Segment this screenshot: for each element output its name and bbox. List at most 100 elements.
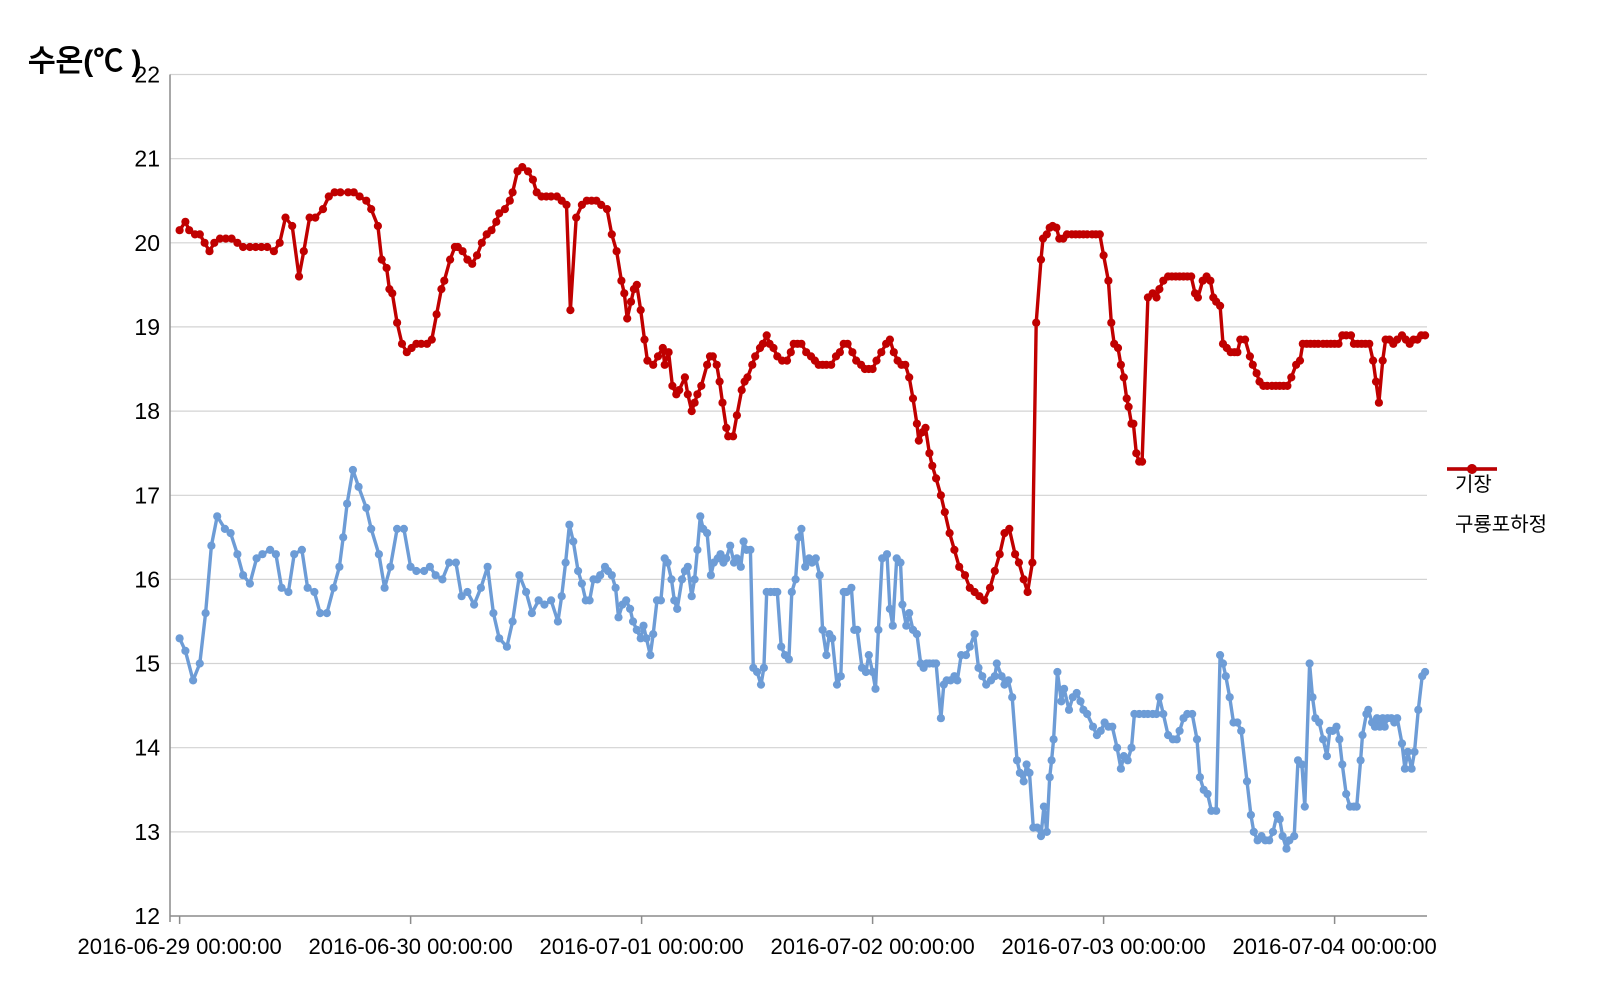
data-point-guryongpo-hajeong xyxy=(602,205,612,214)
data-point-gijang xyxy=(1282,844,1291,853)
data-point-gijang xyxy=(1268,827,1278,837)
data-point-gijang xyxy=(438,575,447,584)
data-point-gijang xyxy=(965,642,974,651)
data-point-guryongpo-hajeong xyxy=(708,352,717,361)
data-point-gijang xyxy=(1022,760,1031,769)
data-point-guryongpo-hajeong xyxy=(748,360,757,369)
data-point-gijang xyxy=(1352,802,1361,811)
data-point-guryongpo-hajeong xyxy=(680,373,690,382)
data-point-gijang xyxy=(667,575,676,584)
data-point-gijang xyxy=(1172,735,1181,744)
data-point-gijang xyxy=(399,524,408,534)
data-point-guryongpo-hajeong xyxy=(1113,343,1123,353)
data-point-gijang xyxy=(677,575,687,584)
data-point-gijang xyxy=(791,575,800,584)
data-point-guryongpo-hajeong xyxy=(921,423,930,432)
data-point-gijang xyxy=(258,550,267,559)
data-point-gijang xyxy=(1127,743,1136,752)
data-point-gijang xyxy=(181,646,190,656)
data-point-gijang xyxy=(596,571,605,580)
data-point-guryongpo-hajeong xyxy=(477,238,486,247)
data-point-gijang xyxy=(213,512,222,521)
data-point-guryongpo-hajeong xyxy=(269,247,278,256)
data-point-guryongpo-hajeong xyxy=(960,571,970,580)
data-point-gijang xyxy=(290,550,299,559)
y-tick-label: 13 xyxy=(134,819,160,845)
data-point-gijang xyxy=(1008,693,1017,702)
data-point-guryongpo-hajeong xyxy=(495,209,504,218)
data-point-guryongpo-hajeong xyxy=(344,188,353,197)
data-point-gijang xyxy=(425,562,434,571)
data-point-guryongpo-hajeong xyxy=(281,213,290,222)
data-point-gijang xyxy=(565,520,574,529)
data-point-gijang xyxy=(896,558,905,567)
data-point-guryongpo-hajeong xyxy=(1216,301,1225,310)
data-point-guryongpo-hajeong xyxy=(195,230,204,239)
x-tick-label: 2016-07-01 00:00:00 xyxy=(539,934,743,959)
data-point-gijang xyxy=(1338,760,1347,769)
data-point-gijang xyxy=(1033,823,1042,832)
data-point-gijang xyxy=(642,634,651,643)
data-point-guryongpo-hajeong xyxy=(1248,360,1257,369)
data-point-guryongpo-hajeong xyxy=(925,449,934,458)
legend-label: 기장 xyxy=(1455,473,1492,496)
data-point-gijang xyxy=(367,524,376,534)
data-point-gijang xyxy=(693,545,702,555)
data-point-gijang xyxy=(861,667,871,677)
data-point-guryongpo-hajeong xyxy=(617,276,626,285)
data-point-gijang xyxy=(1414,705,1423,714)
data-point-gijang xyxy=(739,537,748,546)
data-point-gijang xyxy=(905,609,914,618)
data-point-guryongpo-hajeong xyxy=(905,373,914,382)
data-point-gijang xyxy=(1216,651,1225,660)
data-point-guryongpo-hajeong xyxy=(382,263,391,273)
data-point-guryongpo-hajeong xyxy=(492,217,501,226)
data-point-guryongpo-hajeong xyxy=(373,221,382,231)
data-point-gijang xyxy=(611,583,620,592)
data-point-gijang xyxy=(1155,693,1164,702)
data-point-gijang xyxy=(1242,777,1252,786)
x-tick-label: 2016-07-02 00:00:00 xyxy=(770,934,974,959)
data-point-gijang xyxy=(828,634,837,643)
data-point-gijang xyxy=(470,600,479,609)
data-point-guryongpo-hajeong xyxy=(1122,394,1131,403)
x-tick-label: 2016-06-29 00:00:00 xyxy=(77,934,281,959)
data-point-guryongpo-hajeong xyxy=(547,192,556,201)
data-point-guryongpo-hajeong xyxy=(889,348,898,357)
data-point-guryongpo-hajeong xyxy=(758,339,768,348)
data-point-guryongpo-hajeong xyxy=(1378,356,1387,365)
data-point-guryongpo-hajeong xyxy=(200,238,209,247)
data-point-guryongpo-hajeong xyxy=(693,390,702,399)
data-point-gijang xyxy=(1015,768,1024,778)
data-point-guryongpo-hajeong xyxy=(928,461,937,470)
data-point-guryongpo-hajeong xyxy=(181,217,190,226)
data-point-guryongpo-hajeong xyxy=(1104,276,1113,285)
data-point-gijang xyxy=(386,562,395,571)
data-point-guryongpo-hajeong xyxy=(185,226,194,235)
data-point-guryongpo-hajeong xyxy=(729,432,738,441)
data-point-guryongpo-hajeong xyxy=(718,398,727,407)
data-point-guryongpo-hajeong xyxy=(458,247,467,256)
data-point-guryongpo-hajeong xyxy=(377,255,386,264)
data-point-guryongpo-hajeong xyxy=(518,163,527,172)
x-tick-label: 2016-07-03 00:00:00 xyxy=(1001,934,1205,959)
data-point-gijang xyxy=(1053,667,1062,677)
data-point-gijang xyxy=(540,600,549,609)
data-point-gijang xyxy=(239,571,248,580)
legend-item-guryongpo-hajeong[interactable]: 구룡포하정 xyxy=(1447,464,1547,542)
data-point-guryongpo-hajeong xyxy=(769,343,778,353)
data-point-gijang xyxy=(1397,739,1407,748)
data-point-gijang xyxy=(961,651,971,660)
data-point-guryongpo-hajeong xyxy=(640,335,649,344)
data-point-guryongpo-hajeong xyxy=(936,491,946,500)
data-point-guryongpo-hajeong xyxy=(990,566,999,576)
data-point-gijang xyxy=(175,634,184,643)
data-point-gijang xyxy=(1025,768,1034,778)
data-point-guryongpo-hajeong xyxy=(877,348,886,357)
data-point-gijang xyxy=(1278,832,1287,841)
data-point-gijang xyxy=(329,583,338,592)
x-tick-label: 2016-07-04 00:00:00 xyxy=(1232,934,1436,959)
data-point-guryongpo-hajeong xyxy=(868,364,877,374)
data-point-guryongpo-hajeong xyxy=(1124,402,1133,411)
data-point-guryongpo-hajeong xyxy=(288,221,297,231)
